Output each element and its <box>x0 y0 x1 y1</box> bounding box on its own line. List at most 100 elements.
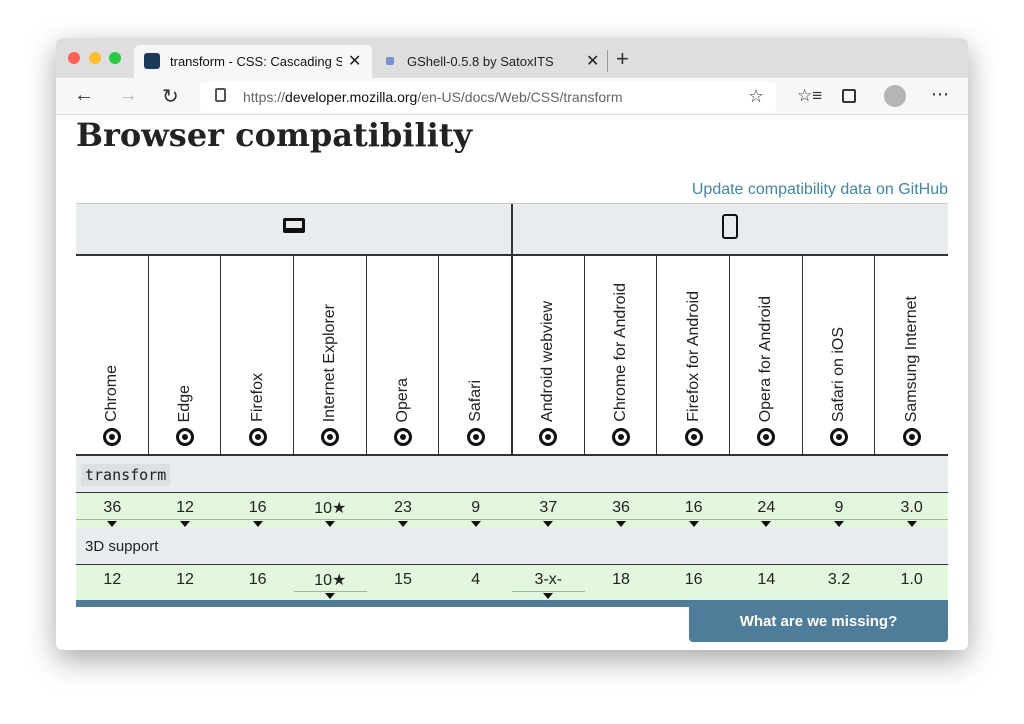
expand-arrow <box>398 521 408 527</box>
support-value: 37 <box>539 499 558 516</box>
browser-name-cell: Edge <box>149 260 222 422</box>
expand-arrow <box>543 593 554 599</box>
browser-name: Opera <box>393 377 411 422</box>
support-value: 16 <box>248 499 267 516</box>
active-tab[interactable] <box>134 45 372 78</box>
heading: Browser compatibility <box>76 116 473 154</box>
expand-line <box>294 591 367 592</box>
tab-close[interactable]: ✕ <box>586 53 600 70</box>
new-tab[interactable]: + <box>616 46 629 71</box>
browser-name-cell: Chrome for Android <box>585 260 658 422</box>
minimize-window[interactable] <box>89 52 101 64</box>
support-value: 10★ <box>314 500 347 517</box>
browser-name: Edge <box>175 384 193 422</box>
browser-name-cell: Firefox <box>221 260 294 422</box>
browser-icon <box>684 428 703 446</box>
support-value: 24 <box>757 499 776 516</box>
back-button[interactable]: ← <box>74 84 94 106</box>
support-value: 4 <box>471 571 481 588</box>
mobile-icon <box>722 214 738 239</box>
lock-icon <box>215 88 226 102</box>
desktop-icon <box>283 218 305 233</box>
expand-line <box>875 519 948 520</box>
browser-name-cell: Samsung Internet <box>875 260 948 422</box>
maximize-window[interactable] <box>109 52 121 64</box>
expand-arrow <box>180 521 190 527</box>
browser-name: Firefox <box>248 373 266 422</box>
browser-name: Android webview <box>539 301 557 422</box>
expand-arrow <box>107 521 118 527</box>
browser-name-cell: Firefox for Android <box>657 260 730 422</box>
column-divider <box>438 256 440 606</box>
support-value: 1.0 <box>900 571 923 588</box>
tab-title[interactable]: GShell-0.5.8 by SatoxITS <box>407 54 554 69</box>
support-value: 3-x- <box>534 571 563 588</box>
expand-line <box>366 519 440 520</box>
feature-name: 3D support <box>85 538 159 555</box>
browser-name-cell: Chrome <box>76 260 149 422</box>
browser-icon <box>176 428 194 446</box>
column-divider <box>583 256 585 606</box>
update-link[interactable]: Update compatibility data on GitHub <box>691 181 948 198</box>
expand-arrow <box>325 521 336 527</box>
expand-line <box>439 519 512 520</box>
support-value: 16 <box>684 499 703 516</box>
support-value: 36 <box>103 499 122 516</box>
support-value: 3.2 <box>827 571 851 588</box>
collections-button[interactable] <box>842 89 856 103</box>
expand-line <box>512 591 585 592</box>
browser-name: Safari on iOS <box>829 326 847 422</box>
browser-name: Samsung Internet <box>902 295 920 422</box>
table-outline <box>76 203 948 204</box>
browser-name: Opera for Android <box>757 295 775 422</box>
support-value: 12 <box>176 571 194 588</box>
support-value: 16 <box>248 571 267 588</box>
expand-arrow <box>761 521 772 527</box>
column-divider <box>220 256 222 606</box>
expand-arrow <box>543 521 554 527</box>
expand-line <box>294 519 367 520</box>
expand-line <box>76 519 149 520</box>
expand-line <box>802 519 876 520</box>
column-divider <box>801 256 803 606</box>
support-value: 23 <box>394 499 412 516</box>
favorite-star[interactable]: ☆ <box>748 86 765 106</box>
menu-button[interactable]: ⋯ <box>931 84 949 104</box>
browser-icon <box>757 428 776 446</box>
browser-icon <box>902 428 921 446</box>
expand-arrow <box>252 521 263 527</box>
support-value: 14 <box>757 571 776 588</box>
browser-name: Firefox for Android <box>684 291 702 422</box>
tab-favicon <box>386 57 394 65</box>
browser-icon <box>321 428 340 446</box>
browser-name-cell: Opera <box>367 260 440 422</box>
expand-line <box>730 519 803 520</box>
column-divider <box>729 256 730 606</box>
tab-close[interactable]: ✕ <box>348 53 362 70</box>
expand-arrow <box>906 521 917 527</box>
favorites-button[interactable]: ☆≡ <box>797 86 823 105</box>
reload-button[interactable]: ↻ <box>162 86 179 108</box>
expand-line <box>148 519 222 520</box>
browser-icon <box>248 428 267 446</box>
support-value: 12 <box>103 571 122 588</box>
support-value: 36 <box>612 499 630 516</box>
feature-row <box>76 528 948 565</box>
browser-name-cell: Opera for Android <box>730 260 803 422</box>
tab-title: transform - CSS: Cascading St <box>170 54 342 69</box>
platform-divider <box>511 203 513 606</box>
browser-header <box>76 256 948 456</box>
expand-arrow <box>325 593 336 599</box>
feedback-button[interactable]: What are we missing? <box>689 600 948 642</box>
close-window[interactable] <box>68 52 80 64</box>
profile-button[interactable] <box>884 85 906 107</box>
address-bar[interactable] <box>200 82 776 112</box>
browser-icon <box>830 428 848 446</box>
column-divider <box>656 256 658 606</box>
support-row <box>76 565 948 601</box>
forward-button[interactable]: → <box>118 84 138 106</box>
expand-line <box>584 519 658 520</box>
column-divider <box>874 256 876 606</box>
column-divider <box>293 256 294 606</box>
